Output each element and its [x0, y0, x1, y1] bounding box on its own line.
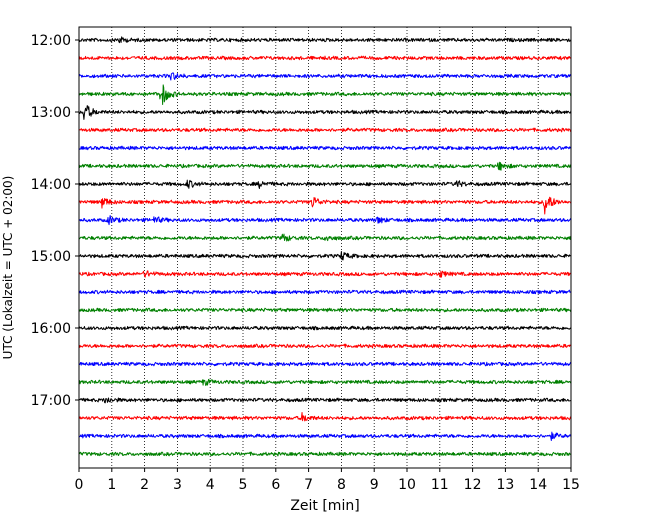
- x-tick-label: 4: [206, 477, 215, 493]
- y-tick-label: 16:00: [31, 321, 71, 337]
- trace-line-1500: [78, 250, 572, 261]
- plot-frame: [78, 26, 572, 469]
- trace-line-1215: [78, 55, 572, 61]
- trace-line-1700: [78, 397, 572, 404]
- x-axis-label: Zeit [min]: [290, 498, 359, 514]
- trace-line-1345: [78, 161, 572, 171]
- trace-line-1430: [78, 215, 572, 226]
- y-tick-label: 17:00: [31, 393, 71, 409]
- x-tick-label: 13: [496, 477, 514, 493]
- trace-line-1730: [78, 431, 572, 442]
- x-tick-label: 15: [562, 477, 580, 493]
- trace-line-1230: [78, 72, 572, 81]
- trace-line-1300: [78, 105, 572, 120]
- x-tick-label: 1: [107, 477, 116, 493]
- y-tick-label: 12:00: [31, 33, 71, 49]
- trace-line-1645: [78, 378, 572, 387]
- x-tick-label: 14: [529, 477, 547, 493]
- trace-line-1615: [78, 343, 572, 349]
- trace-line-1630: [78, 361, 572, 367]
- trace-group: [78, 36, 572, 457]
- x-tick-label: 3: [173, 477, 182, 493]
- x-tick-label: 7: [304, 477, 313, 493]
- trace-line-1445: [78, 233, 572, 242]
- trace-line-1715: [78, 412, 572, 422]
- trace-line-1245: [78, 84, 572, 106]
- x-tick-label: 9: [370, 477, 379, 493]
- trace-line-1745: [78, 451, 572, 457]
- y-tick-label: 15:00: [31, 249, 71, 265]
- trace-line-1415: [78, 196, 572, 215]
- trace-line-1530: [78, 289, 572, 295]
- y-tick-label: 14:00: [31, 177, 71, 193]
- x-tick-label: 12: [464, 477, 482, 493]
- x-tick-label: 11: [431, 477, 449, 493]
- x-tick-label: 10: [398, 477, 416, 493]
- x-axis: 0 1 2 3 4 5 6 7 8 9 10 11 12 13 14 15: [75, 468, 580, 493]
- y-axis: 12:00 13:00 14:00 15:00 16:00 17:00: [31, 33, 79, 409]
- y-axis-label: UTC (Lokalzeit = UTC + 02:00): [1, 176, 15, 360]
- trace-line-1330: [78, 145, 572, 151]
- trace-line-1600: [78, 325, 572, 331]
- x-tick-label: 2: [140, 477, 149, 493]
- trace-line-1400: [78, 179, 572, 190]
- y-tick-label: 13:00: [31, 105, 71, 121]
- x-tick-label: 5: [239, 477, 248, 493]
- x-tick-label: 6: [271, 477, 280, 493]
- trace-line-1200: [78, 36, 572, 44]
- x-tick-label: 8: [337, 477, 346, 493]
- x-tick-label: 0: [75, 477, 84, 493]
- trace-line-1315: [78, 127, 572, 133]
- trace-line-1545: [78, 307, 572, 313]
- trace-line-1515: [78, 270, 572, 278]
